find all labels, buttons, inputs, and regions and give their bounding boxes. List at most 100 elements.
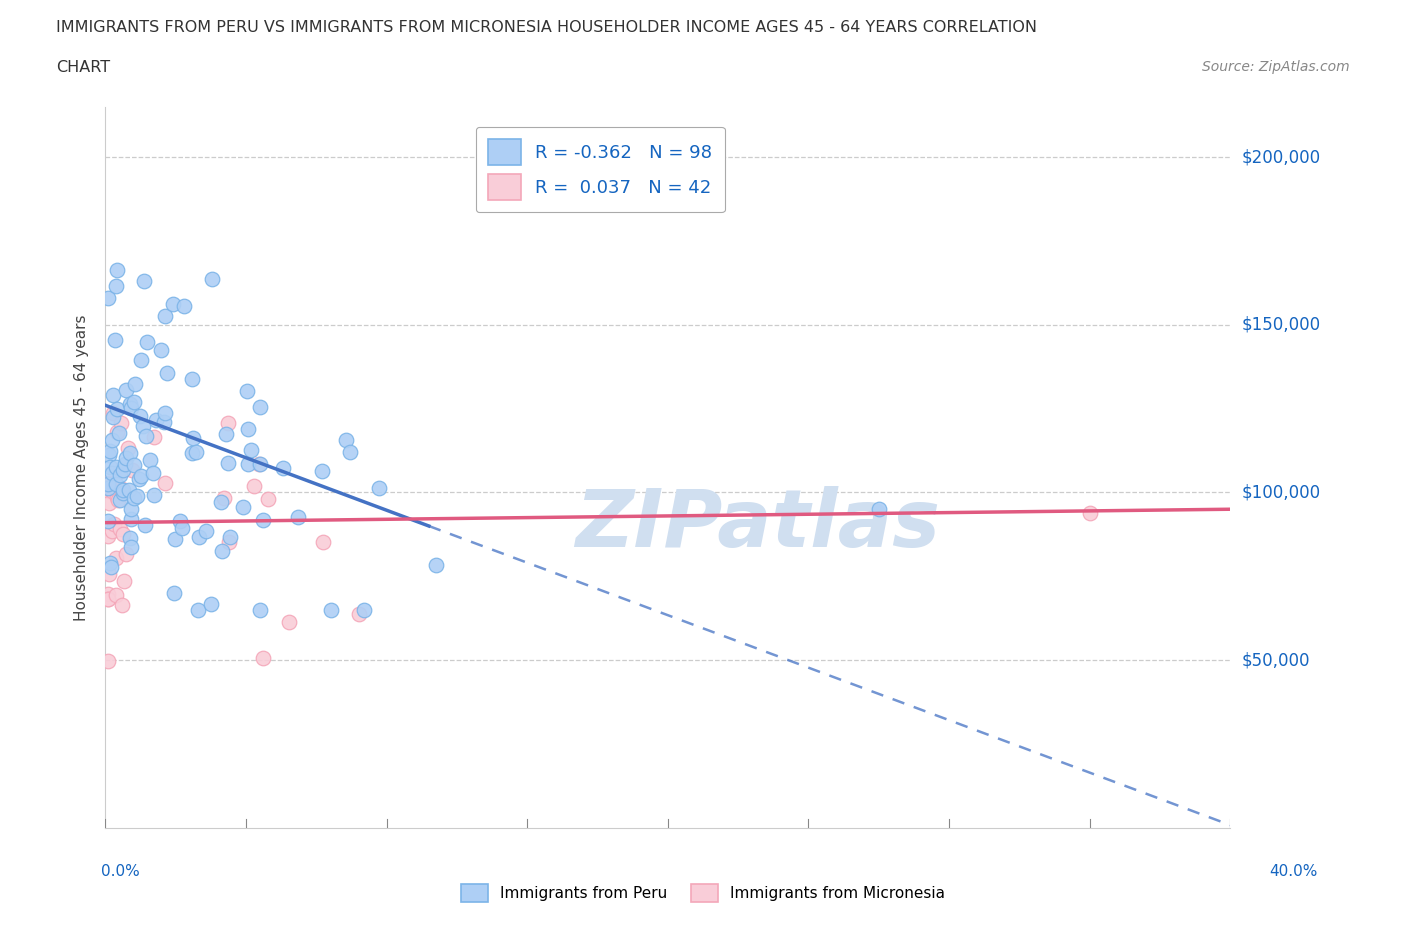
Legend: R = -0.362   N = 98, R =  0.037   N = 42: R = -0.362 N = 98, R = 0.037 N = 42 [475, 126, 725, 212]
Text: 40.0%: 40.0% [1270, 864, 1317, 879]
Point [101, 432, 124, 447]
Point [135, 429, 157, 444]
Point [97, 653, 120, 668]
Point [98, 447, 121, 462]
Point [120, 445, 142, 460]
Point [105, 490, 128, 505]
Point [367, 481, 389, 496]
Text: ZIPatlas: ZIPatlas [575, 486, 941, 564]
Point [200, 597, 222, 612]
Point [114, 546, 136, 561]
Text: Source: ZipAtlas.com: Source: ZipAtlas.com [1202, 60, 1350, 74]
Point [97, 481, 120, 496]
Text: $100,000: $100,000 [1241, 484, 1320, 501]
Point [217, 455, 239, 470]
Point [101, 388, 124, 403]
Point [107, 485, 129, 499]
Point [132, 418, 155, 433]
Point [98, 475, 121, 490]
Point [219, 529, 242, 544]
Point [105, 424, 128, 439]
Point [101, 484, 124, 498]
Point [235, 383, 257, 398]
Point [111, 597, 134, 612]
Point [98, 444, 121, 458]
Point [143, 430, 166, 445]
Point [142, 487, 165, 502]
Point [169, 513, 191, 528]
Point [97, 514, 120, 529]
Point [103, 409, 125, 424]
Point [114, 451, 136, 466]
Point [110, 416, 132, 431]
Point [217, 416, 239, 431]
Point [104, 587, 127, 602]
Point [273, 460, 295, 475]
Point [249, 603, 271, 618]
Point [122, 394, 145, 409]
Point [232, 499, 254, 514]
Text: $200,000: $200,000 [1241, 148, 1320, 166]
Point [153, 309, 176, 324]
Point [107, 402, 129, 417]
Point [163, 586, 186, 601]
Point [212, 491, 235, 506]
Point [353, 603, 375, 618]
Point [107, 426, 129, 441]
Point [201, 272, 224, 286]
Point [104, 551, 127, 565]
Point [181, 445, 204, 460]
Point [209, 495, 232, 510]
Point [111, 483, 134, 498]
Point [112, 573, 135, 588]
Point [118, 530, 141, 545]
Text: IMMIGRANTS FROM PERU VS IMMIGRANTS FROM MICRONESIA HOUSEHOLDER INCOME AGES 45 - : IMMIGRANTS FROM PERU VS IMMIGRANTS FROM … [56, 20, 1038, 35]
Point [194, 524, 217, 538]
Point [108, 463, 131, 478]
Point [104, 476, 127, 491]
Point [173, 299, 195, 313]
Point [105, 459, 128, 474]
Point [115, 383, 138, 398]
Point [1078, 505, 1101, 520]
Text: CHART: CHART [56, 60, 110, 75]
Point [425, 558, 447, 573]
Point [112, 527, 135, 542]
Point [170, 521, 193, 536]
Point [256, 491, 278, 506]
Point [181, 431, 204, 445]
Point [101, 466, 124, 481]
Point [124, 377, 146, 392]
Point [312, 535, 335, 550]
Point [247, 457, 270, 472]
Y-axis label: Householder Income Ages 45 - 64 years: Householder Income Ages 45 - 64 years [75, 314, 90, 620]
Point [97, 586, 120, 601]
Point [321, 603, 343, 618]
Point [129, 408, 152, 423]
Text: $150,000: $150,000 [1241, 316, 1320, 334]
Point [218, 535, 240, 550]
Point [101, 405, 124, 420]
Point [339, 445, 361, 459]
Point [104, 332, 127, 347]
Point [243, 478, 266, 493]
Point [240, 443, 263, 458]
Point [153, 415, 176, 430]
Point [120, 539, 142, 554]
Point [215, 427, 238, 442]
Point [97, 566, 120, 581]
Point [120, 401, 142, 416]
Point [347, 606, 370, 621]
Point [149, 342, 172, 357]
Point [134, 273, 156, 288]
Point [97, 591, 120, 606]
Point [108, 521, 131, 536]
Point [121, 462, 143, 477]
Point [139, 453, 162, 468]
Point [125, 488, 148, 503]
Point [98, 556, 121, 571]
Point [287, 510, 309, 525]
Point [100, 560, 122, 575]
Point [252, 651, 274, 666]
Point [98, 459, 121, 474]
